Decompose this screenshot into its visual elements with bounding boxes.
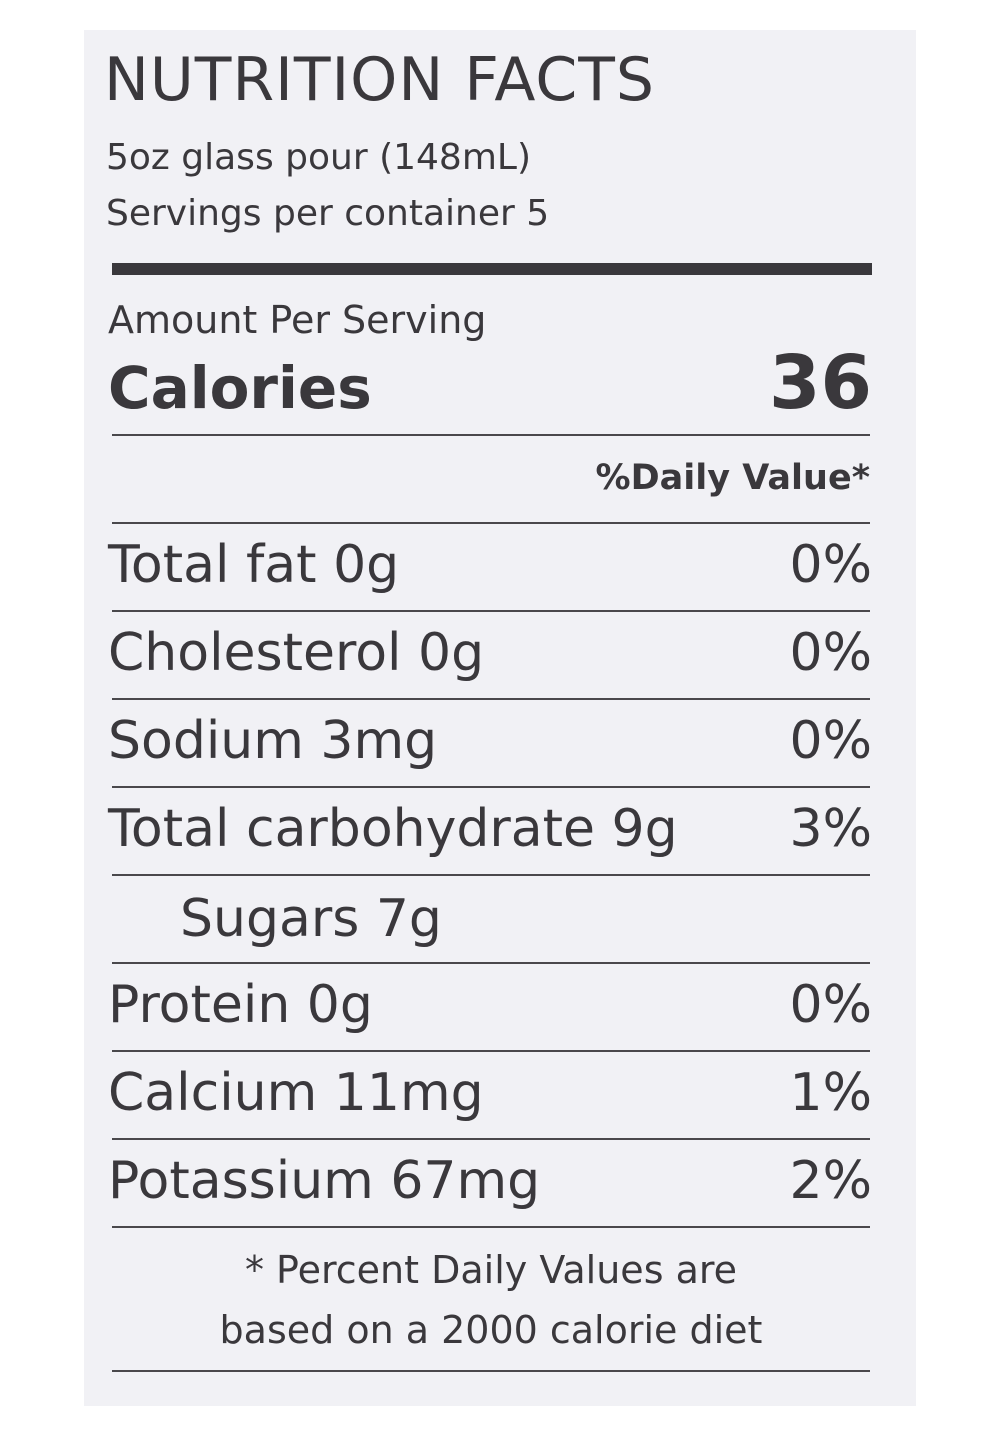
- servings-per-container: Servings per container 5: [106, 193, 550, 234]
- nutrition-label-panel: [84, 30, 916, 1406]
- divider: [112, 962, 870, 964]
- nutrient-label-total-fat: Total fat 0g: [108, 535, 400, 595]
- nutrient-dv-cholesterol: 0%: [789, 623, 873, 683]
- nutrient-dv-sodium: 0%: [789, 711, 873, 771]
- footnote-line-1: * Percent Daily Values are: [244, 1248, 738, 1292]
- divider: [112, 698, 870, 700]
- divider: [112, 786, 870, 788]
- nutrient-dv-total-carbohydrate: 3%: [789, 799, 873, 859]
- nutrient-label-calcium: Calcium 11mg: [108, 1063, 484, 1123]
- label-title: NUTRITION FACTS: [104, 45, 655, 115]
- calories-label: Calories: [108, 354, 372, 422]
- nutrient-dv-potassium: 2%: [789, 1151, 873, 1211]
- nutrient-label-sodium: Sodium 3mg: [108, 711, 438, 771]
- nutrient-label-cholesterol: Cholesterol 0g: [108, 623, 485, 683]
- thick-divider: [112, 263, 872, 275]
- calories-value: 36: [769, 340, 872, 426]
- nutrient-dv-calcium: 1%: [789, 1063, 873, 1123]
- divider: [112, 1050, 870, 1052]
- nutrient-label-potassium: Potassium 67mg: [108, 1151, 541, 1211]
- nutrient-label-sugars: Sugars 7g: [180, 889, 442, 949]
- divider: [112, 610, 870, 612]
- nutrient-label-total-carbohydrate: Total carbohydrate 9g: [108, 799, 678, 859]
- nutrient-dv-total-fat: 0%: [789, 535, 873, 595]
- divider: [112, 874, 870, 876]
- nutrient-label-protein: Protein 0g: [108, 975, 373, 1035]
- daily-value-header: %Daily Value*: [595, 458, 870, 498]
- nutrient-dv-protein: 0%: [789, 975, 873, 1035]
- divider: [112, 522, 870, 524]
- amount-per-serving: Amount Per Serving: [108, 298, 487, 342]
- divider: [112, 1138, 870, 1140]
- footnote-line-2: based on a 2000 calorie diet: [219, 1308, 763, 1352]
- divider: [112, 1226, 870, 1228]
- divider: [112, 1370, 870, 1372]
- serving-size: 5oz glass pour (148mL): [106, 137, 532, 178]
- divider: [112, 434, 870, 436]
